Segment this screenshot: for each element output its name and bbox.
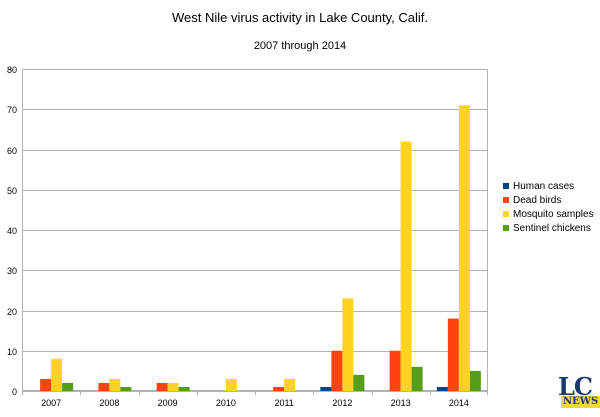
bar	[98, 382, 110, 391]
legend-item: Dead birds	[503, 193, 594, 207]
bar	[178, 386, 190, 391]
y-tick-label: 50	[7, 186, 17, 196]
legend-label: Human cases	[513, 180, 575, 192]
x-tick-label: 2014	[449, 398, 469, 408]
legend-item: Mosquito samples	[503, 207, 594, 221]
legend-label: Mosquito samples	[513, 208, 594, 220]
legend-label: Dead birds	[513, 194, 562, 206]
logo-main-text: LC	[558, 372, 593, 401]
x-tick-label: 2007	[41, 398, 61, 408]
bar	[389, 350, 401, 391]
x-tick-label: 2010	[216, 398, 236, 408]
logo-sub-text: NEWS	[561, 396, 600, 408]
chart-title: West Nile virus activity in Lake County,…	[172, 10, 428, 25]
bar	[225, 378, 237, 391]
legend-item: Sentinel chickens	[503, 221, 594, 235]
bar	[156, 382, 168, 391]
y-tick-label: 80	[7, 65, 17, 75]
bar	[51, 358, 63, 391]
bar	[62, 382, 74, 391]
legend-swatch	[503, 225, 509, 231]
x-tick-label: 2011	[274, 398, 293, 408]
bar	[469, 370, 481, 391]
chart-subtitle: 2007 through 2014	[253, 40, 347, 52]
bar	[167, 382, 179, 391]
y-tick-label: 60	[7, 146, 17, 156]
bar	[458, 105, 470, 391]
plot-border	[22, 69, 488, 391]
legend-swatch	[503, 211, 509, 217]
bar	[320, 386, 332, 391]
x-tick-label: 2009	[158, 398, 178, 408]
bar	[400, 141, 412, 391]
bar	[447, 318, 459, 391]
x-tick-label: 2012	[332, 398, 352, 408]
bar	[353, 374, 365, 391]
x-tick-label: 2008	[99, 398, 119, 408]
x-tick-label: 2013	[391, 398, 411, 408]
bar	[284, 378, 296, 391]
chart-legend: Human cases Dead birds Mosquito samples Sen…	[503, 179, 594, 235]
y-tick-label: 30	[7, 266, 17, 276]
bar	[40, 378, 52, 391]
legend-item: Human cases	[503, 179, 594, 193]
lc-news-logo: LC NEWS	[558, 372, 600, 414]
legend-swatch	[503, 197, 509, 203]
y-tick-label: 70	[7, 105, 17, 115]
bar	[120, 386, 132, 391]
bar	[411, 366, 423, 391]
bar	[342, 298, 354, 391]
y-tick-label: 0	[12, 387, 17, 397]
legend-swatch	[503, 183, 509, 189]
bar	[109, 378, 121, 391]
bar	[273, 386, 285, 391]
y-tick-label: 40	[7, 226, 17, 236]
legend-label: Sentinel chickens	[513, 222, 591, 234]
bar	[436, 386, 448, 391]
y-tick-label: 10	[7, 347, 17, 357]
y-tick-label: 20	[7, 307, 17, 317]
bar	[331, 350, 343, 391]
